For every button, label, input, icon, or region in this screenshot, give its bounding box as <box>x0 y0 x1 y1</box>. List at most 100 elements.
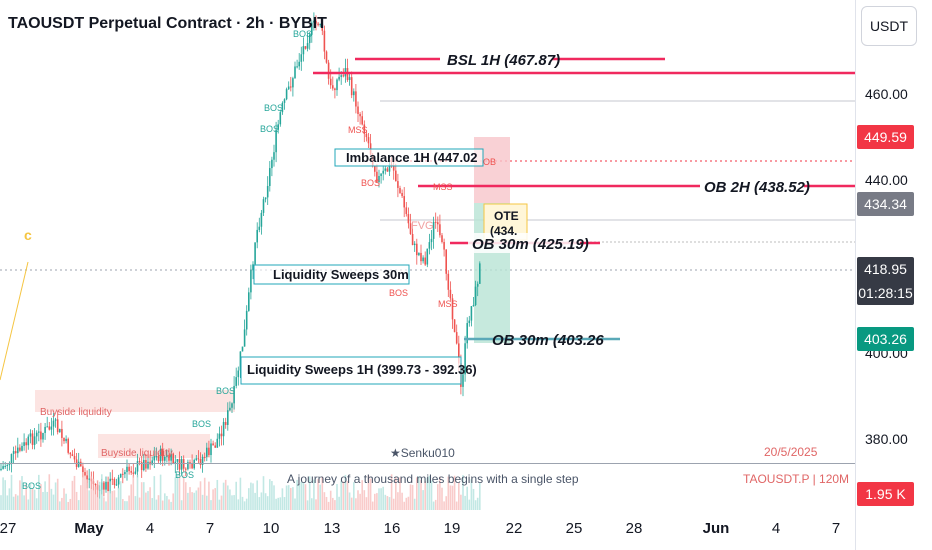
volume-bar <box>103 497 105 510</box>
volume-bar <box>229 489 231 510</box>
volume-bar <box>98 481 101 510</box>
candle-body <box>424 257 426 265</box>
volume-bar <box>122 499 124 510</box>
volume-bar <box>101 474 103 510</box>
volume-bar <box>399 477 401 510</box>
buyside-zone-1 <box>35 390 235 412</box>
candle-body <box>468 320 471 324</box>
mss-label: MSS <box>348 125 368 135</box>
volume-bar <box>264 493 267 510</box>
candle-body <box>14 451 17 454</box>
volume-bar <box>115 497 118 510</box>
candle-body <box>266 185 269 198</box>
candle-body <box>277 124 279 130</box>
volume-bar <box>56 478 59 510</box>
volume-bar <box>321 476 324 510</box>
volume-bar <box>84 476 86 510</box>
candle-body <box>334 88 336 91</box>
pane-separator[interactable] <box>0 463 855 464</box>
candle-body <box>306 43 309 49</box>
volume-bar <box>397 492 399 510</box>
candle-body <box>122 473 124 475</box>
candle-body <box>166 454 168 457</box>
candle-body <box>470 306 473 321</box>
candle-body <box>25 442 27 446</box>
volume-bar <box>468 499 471 510</box>
volume-bar <box>338 496 340 510</box>
volume-bar <box>462 475 464 510</box>
volume-bar <box>203 477 206 510</box>
currency-button[interactable]: USDT <box>861 6 917 46</box>
volume-bar <box>17 495 19 510</box>
volume-bar <box>422 490 424 510</box>
candle-body <box>239 351 242 371</box>
volume-bar <box>235 481 237 510</box>
candle-body <box>243 329 246 347</box>
candle-body <box>153 456 156 461</box>
candle-body <box>12 451 15 454</box>
volume-bar <box>214 488 216 510</box>
bos-label: BOS <box>216 386 235 396</box>
volume-bar <box>166 495 168 510</box>
candle-body <box>206 447 208 457</box>
candle-body <box>399 187 401 193</box>
candle-body <box>193 459 195 469</box>
candle-body <box>264 197 267 200</box>
volume-bar <box>315 499 317 510</box>
ob30-upper-label: OB 30m (425.19) <box>472 236 589 253</box>
candle-body <box>4 466 6 468</box>
countdown-tag: 01:28:15 <box>857 281 914 305</box>
candle-body <box>38 431 40 433</box>
candle-body <box>340 75 342 77</box>
volume-bar <box>413 498 416 510</box>
time-tick: 25 <box>565 520 583 537</box>
bos-label: BOS <box>192 419 211 429</box>
candle-body <box>311 22 313 35</box>
volume-bar <box>96 480 99 510</box>
candle-body <box>73 456 76 460</box>
candle-body <box>348 77 351 80</box>
volume-bar <box>63 488 65 510</box>
volume-bar <box>40 484 42 510</box>
candle-body <box>292 78 294 88</box>
volume-bar <box>168 499 170 510</box>
volume-bar <box>147 491 149 510</box>
volume-bar <box>134 496 137 510</box>
candle-body <box>332 85 334 89</box>
candle-body <box>474 286 477 306</box>
time-tick: Jun <box>702 520 730 537</box>
volume-bar <box>189 487 191 510</box>
time-tick: 4 <box>145 520 155 537</box>
candle-body <box>77 461 80 467</box>
volume-bar <box>119 481 122 510</box>
candle-body <box>336 79 338 91</box>
candle-body <box>229 407 231 411</box>
candle-body <box>281 102 284 113</box>
volume-bar <box>161 500 164 510</box>
candle-body <box>353 91 355 96</box>
volume-bar <box>10 474 13 510</box>
volume-bar <box>327 501 330 510</box>
candle-body <box>285 89 288 100</box>
mss-label: MSS <box>438 299 458 309</box>
candle-body <box>191 463 193 469</box>
volume-bar <box>386 496 389 510</box>
volume-bar <box>340 480 342 510</box>
candle-body <box>388 164 391 172</box>
candle-body <box>17 447 19 454</box>
volume-bar <box>290 487 292 510</box>
candle-body <box>195 458 198 460</box>
volume-bar <box>283 497 286 510</box>
candle-body <box>416 243 418 256</box>
candle-body <box>237 370 240 378</box>
volume-bar <box>145 492 147 510</box>
volume-bar <box>59 501 61 510</box>
volume-bar <box>46 491 48 510</box>
candle-body <box>458 343 460 364</box>
ote-label-1: OTE <box>494 209 519 223</box>
candle-body <box>308 34 311 44</box>
volume-bar <box>210 500 212 510</box>
volume-bar <box>227 485 229 510</box>
volume-bar <box>369 478 372 510</box>
